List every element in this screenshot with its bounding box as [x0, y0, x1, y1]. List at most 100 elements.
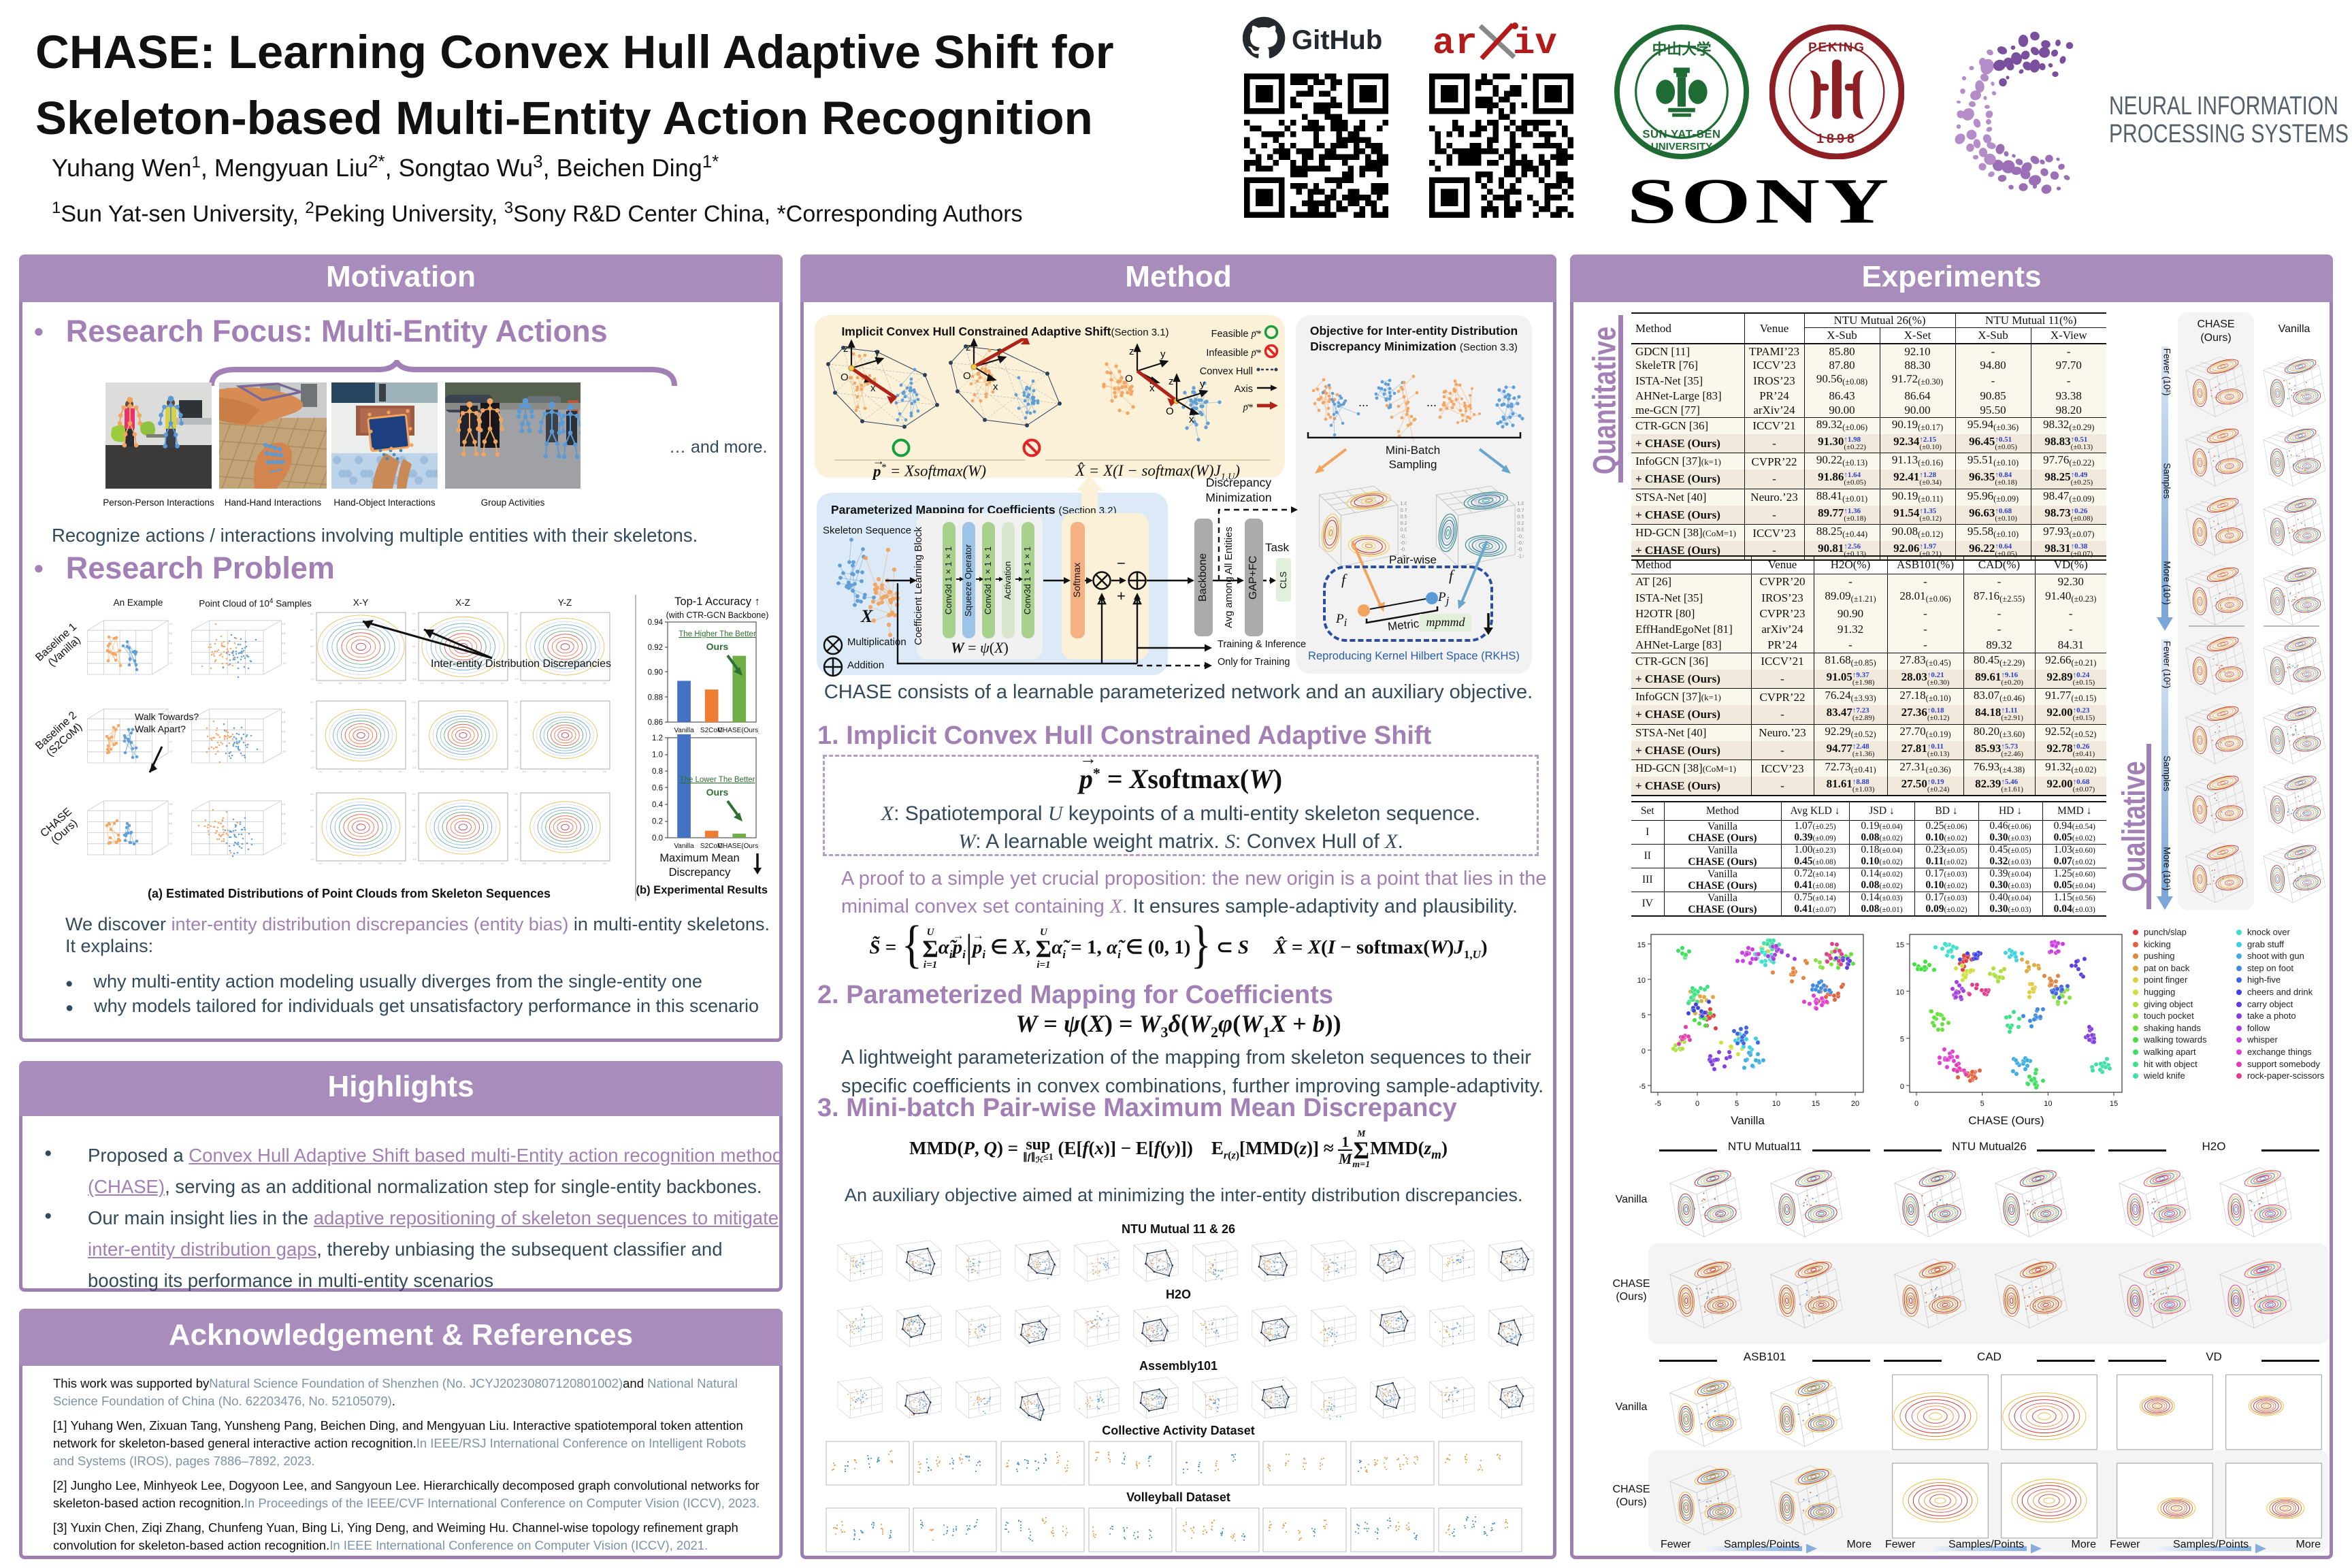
svg-text:-1.0: -1.0: [522, 770, 526, 773]
svg-text:-5: -5: [1654, 1100, 1661, 1108]
svg-text:1.2: 1.2: [652, 734, 663, 742]
svg-text:1.0: 1.0: [169, 803, 172, 806]
svg-text:0: 0: [1900, 1083, 1904, 1091]
svg-text:1.0: 1.0: [603, 862, 606, 865]
svg-text:-0.5: -0.5: [542, 862, 546, 865]
svg-text:0.00: 0.00: [1517, 527, 1524, 533]
svg-text:-0.5: -0.5: [282, 652, 286, 655]
svg-text:0.5: 0.5: [514, 717, 518, 720]
svg-text:0.0: 0.0: [514, 826, 518, 828]
svg-text:-1.0: -1.0: [282, 750, 286, 753]
svg-text:20: 20: [1851, 1100, 1859, 1108]
svg-text:0.86: 0.86: [648, 719, 663, 727]
svg-text:0.2: 0.2: [652, 818, 663, 826]
svg-text:-0.50: -0.50: [1517, 540, 1524, 546]
svg-text:0.6: 0.6: [652, 785, 663, 793]
svg-text:0.0: 0.0: [412, 734, 416, 736]
svg-text:15: 15: [1896, 941, 1904, 949]
svg-text:-1.0: -1.0: [282, 662, 286, 664]
svg-text:10: 10: [1772, 1100, 1780, 1108]
svg-text:-0.75: -0.75: [1517, 546, 1524, 553]
svg-text:-0.5: -0.5: [310, 662, 314, 664]
svg-text:0.25: 0.25: [1517, 520, 1524, 526]
svg-text:0.0: 0.0: [514, 645, 518, 648]
svg-text:1.0: 1.0: [603, 682, 606, 685]
svg-text:0.5: 0.5: [310, 717, 314, 720]
svg-text:1.0: 1.0: [399, 770, 402, 773]
svg-text:15: 15: [1637, 941, 1646, 949]
svg-text:0.0: 0.0: [563, 862, 566, 865]
svg-text:PEKING: PEKING: [1808, 40, 1865, 54]
svg-text:-1.0: -1.0: [514, 678, 519, 681]
svg-text:-1.0: -1.0: [282, 842, 286, 845]
svg-text:-0.5: -0.5: [310, 750, 314, 753]
svg-text:Vanilla: Vanilla: [674, 843, 694, 850]
svg-text:Vanilla: Vanilla: [674, 727, 694, 734]
svg-text:0.5: 0.5: [169, 813, 172, 815]
svg-text:1.0: 1.0: [603, 770, 606, 773]
svg-text:1.00: 1.00: [1400, 500, 1407, 506]
svg-text:1.0: 1.0: [310, 793, 314, 796]
svg-text:-0.5: -0.5: [514, 662, 519, 664]
svg-text:-1.0: -1.0: [522, 862, 526, 865]
svg-text:1.0: 1.0: [501, 862, 504, 865]
svg-text:1.0: 1.0: [310, 612, 314, 615]
svg-text:0.0: 0.0: [563, 682, 566, 685]
svg-text:0.5: 0.5: [514, 809, 518, 812]
svg-text:0.0: 0.0: [310, 826, 314, 828]
svg-text:-0.5: -0.5: [412, 662, 416, 664]
svg-text:x: x: [1149, 382, 1155, 394]
svg-text:0.0: 0.0: [359, 770, 362, 773]
svg-text:1.00: 1.00: [1517, 500, 1524, 506]
svg-text:中山大学: 中山大学: [1652, 41, 1711, 58]
svg-text:1.0: 1.0: [282, 623, 285, 625]
svg-text:0.5: 0.5: [514, 629, 518, 632]
svg-text:0.0: 0.0: [412, 645, 416, 648]
svg-text:SUN YAT-SEN: SUN YAT-SEN: [1642, 127, 1720, 140]
svg-text:The Higher The Better: The Higher The Better: [679, 630, 756, 638]
svg-text:-0.5: -0.5: [542, 770, 546, 773]
svg-text:0.25: 0.25: [1400, 520, 1407, 526]
svg-text:-0.5: -0.5: [440, 770, 444, 773]
svg-text:x: x: [993, 381, 998, 393]
svg-text:-1.0: -1.0: [420, 770, 424, 773]
svg-text:0.0: 0.0: [282, 642, 285, 645]
svg-text:-1.0: -1.0: [514, 766, 519, 769]
svg-text:0.0: 0.0: [282, 731, 285, 734]
svg-text:0.50: 0.50: [1517, 513, 1524, 519]
svg-text:-0.5: -0.5: [169, 740, 172, 743]
svg-text:0.5: 0.5: [282, 721, 285, 723]
svg-text:0.0: 0.0: [412, 826, 416, 828]
svg-text:1.0: 1.0: [412, 793, 416, 796]
svg-text:10: 10: [1896, 988, 1904, 996]
svg-text:5: 5: [1735, 1100, 1739, 1108]
svg-text:-1.0: -1.0: [412, 858, 416, 861]
svg-text:0.0: 0.0: [563, 770, 566, 773]
svg-text:0: 0: [1695, 1100, 1699, 1108]
svg-text:O: O: [1125, 373, 1133, 385]
svg-text:S2CoM: S2CoM: [700, 727, 723, 734]
svg-text:iv: iv: [1513, 23, 1557, 63]
svg-text:0.8: 0.8: [652, 768, 663, 776]
svg-text:0.5: 0.5: [583, 770, 586, 773]
svg-text:-1.00: -1.00: [1400, 553, 1407, 559]
svg-text:-0.5: -0.5: [338, 682, 342, 685]
svg-text:-0.5: -0.5: [440, 862, 444, 865]
svg-text:0.0: 0.0: [359, 682, 362, 685]
svg-text:-0.5: -0.5: [440, 682, 444, 685]
svg-text:-0.5: -0.5: [169, 652, 172, 655]
svg-text:-1.0: -1.0: [169, 750, 172, 753]
svg-text:0.75: 0.75: [1400, 507, 1407, 513]
svg-text:0.0: 0.0: [652, 834, 663, 843]
svg-text:0.5: 0.5: [378, 682, 382, 685]
svg-text:0.5: 0.5: [282, 632, 285, 635]
svg-text:5: 5: [1642, 1012, 1646, 1020]
svg-text:-0.5: -0.5: [542, 682, 546, 685]
svg-text:0: 0: [1914, 1100, 1918, 1108]
svg-text:0.5: 0.5: [480, 770, 484, 773]
svg-text:0.5: 0.5: [169, 721, 172, 723]
svg-text:-1.0: -1.0: [169, 842, 172, 845]
svg-text:1.0: 1.0: [514, 701, 518, 704]
svg-text:-1.0: -1.0: [310, 766, 314, 769]
svg-text:z: z: [1169, 376, 1174, 387]
